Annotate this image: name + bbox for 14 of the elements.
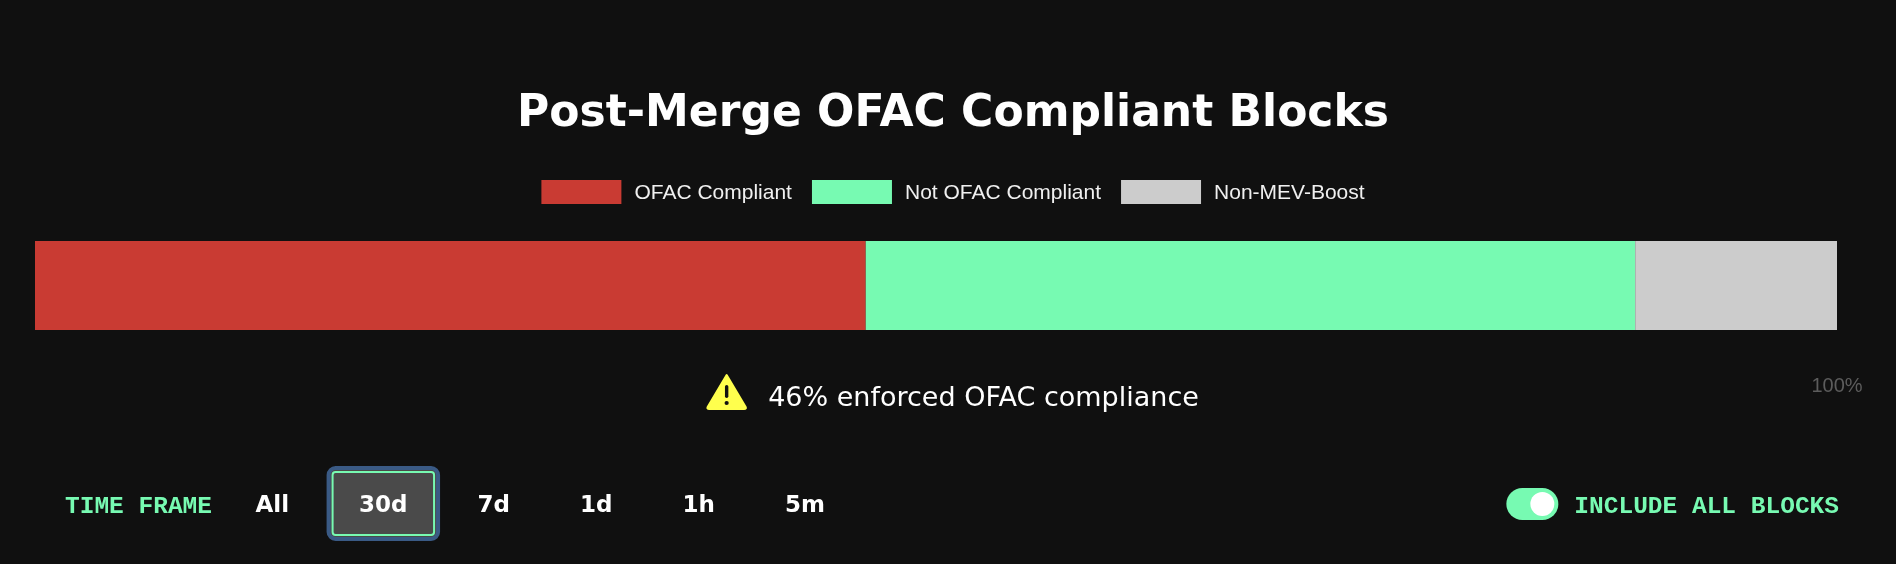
text: 1h — [682, 491, 715, 517]
legend-label: Not OFAC Compliant — [904, 180, 1102, 203]
legend-label: OFAC Compliant — [634, 180, 793, 203]
text: 46% enforced OFAC compliance — [768, 381, 1199, 412]
chart-title: Post-Merge OFAC Compliant Blocks — [517, 85, 1389, 136]
text: 100% — [1811, 374, 1863, 396]
text: TIME FRAME — [65, 493, 213, 520]
text: 7d — [477, 491, 511, 517]
text: 1d — [580, 491, 613, 517]
text: All — [255, 491, 290, 517]
legend-label: Non-MEV-Boost — [1214, 180, 1365, 203]
text: 5m — [784, 491, 825, 517]
text: INCLUDE ALL BLOCKS — [1574, 493, 1839, 520]
text: 30d — [359, 491, 408, 517]
